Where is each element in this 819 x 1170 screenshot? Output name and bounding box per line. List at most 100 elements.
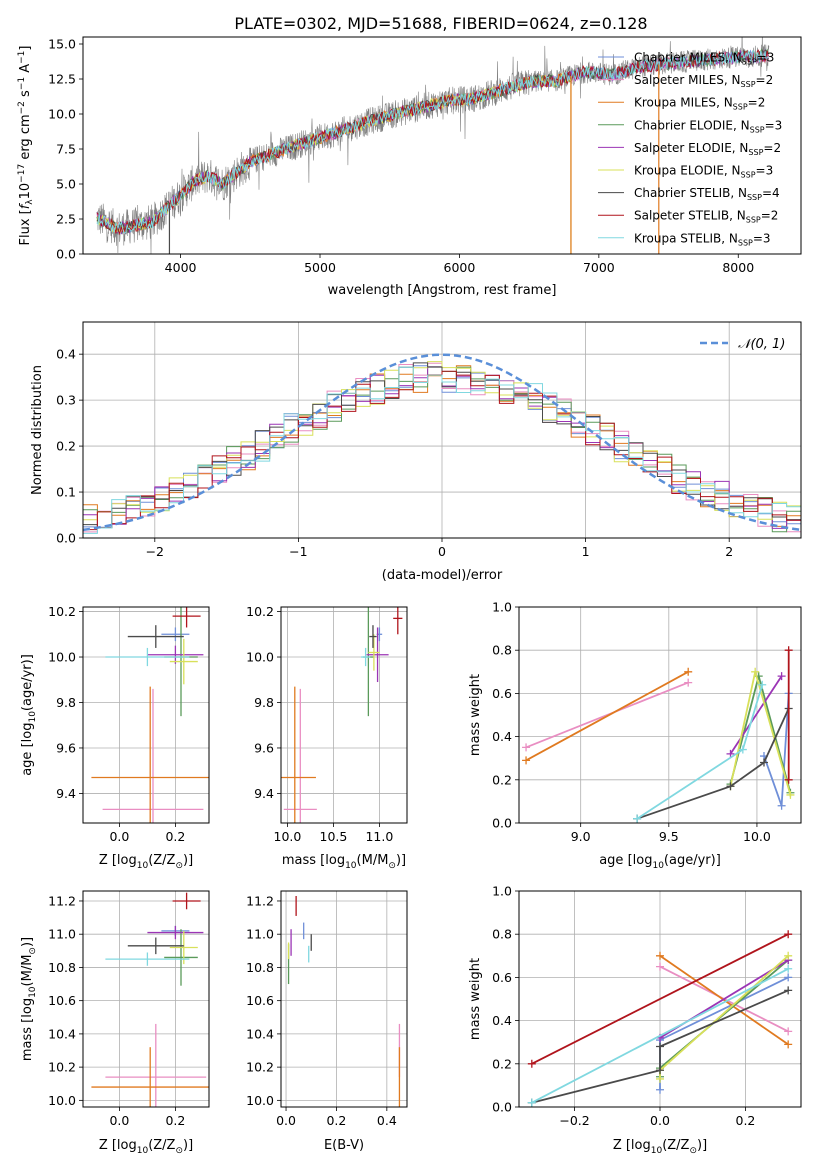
y-tick-label: 9.6 xyxy=(56,740,76,755)
series-marker xyxy=(784,775,793,784)
series-marker xyxy=(784,951,793,960)
series-5 xyxy=(656,951,793,1083)
data-point-8 xyxy=(105,952,190,966)
label-part: (M/M xyxy=(357,853,389,868)
x-tick-label: 0.4 xyxy=(377,1113,397,1128)
y-tick-label: 0.8 xyxy=(492,643,512,658)
x-tick-label: 0 xyxy=(438,544,446,559)
legend-sub: SSP xyxy=(746,216,761,225)
series-marker xyxy=(777,672,786,681)
legend: 𝒩(0, 1) xyxy=(700,337,785,352)
series-marker xyxy=(751,667,760,676)
label-part: )] xyxy=(697,1138,707,1153)
legend-nssp: 2 xyxy=(766,73,774,87)
legend-entry: Salpeter MILES, NSSP=2 xyxy=(634,73,773,89)
label-part: (age/yr)] xyxy=(20,654,35,711)
x-axis-label: age [log10(age/yr)] xyxy=(599,853,721,871)
x-tick-label: 0.2 xyxy=(165,1113,185,1128)
label-part: mass [log xyxy=(282,853,345,868)
data-point-8 xyxy=(105,647,190,667)
x-tick-label: −1 xyxy=(289,544,307,559)
x-tick-label: 1 xyxy=(582,544,590,559)
series-marker xyxy=(656,1085,664,1094)
x-axis-label: (data-model)/error xyxy=(382,568,503,583)
gaussian-curve xyxy=(83,353,801,532)
data-point-4 xyxy=(147,645,204,664)
y-tick-label: 0.6 xyxy=(492,970,512,985)
legend-sep: , N xyxy=(724,164,741,178)
legend-entry: Chabrier ELODIE, NSSP=3 xyxy=(634,118,782,134)
y-tick-label: 11.2 xyxy=(48,893,76,908)
data-point-2 xyxy=(281,686,316,823)
legend-name: Salpeter STELIB xyxy=(634,209,729,223)
y-tick-label: 10.4 xyxy=(48,1026,76,1041)
y-tick-label: 9.4 xyxy=(56,786,76,801)
series-line xyxy=(531,968,789,1104)
series-marker xyxy=(527,1059,536,1068)
legend-eq: = xyxy=(748,96,758,110)
legend-eq: = xyxy=(761,209,771,223)
label-part: (M/M xyxy=(20,955,35,987)
legend-nssp: 3 xyxy=(775,118,783,132)
label-part: 10 xyxy=(28,711,38,723)
y-tick-label: 0.2 xyxy=(492,1056,512,1071)
y-tick-label: 0.2 xyxy=(492,772,512,787)
label-part: 10 xyxy=(345,861,357,871)
x-tick-label: 5000 xyxy=(304,260,336,275)
legend-entry: 𝒩(0, 1) xyxy=(738,337,785,352)
legend-eq: = xyxy=(763,141,773,155)
series-marker xyxy=(784,964,793,973)
series-8 xyxy=(527,964,793,1107)
y-axis-label: Normed distribution xyxy=(30,365,45,495)
data-point-7 xyxy=(393,607,403,635)
y-tick-label: 10.0 xyxy=(48,650,76,665)
data-point-4 xyxy=(366,627,389,683)
legend-eq: = xyxy=(757,51,767,65)
y-tick-label: 0.1 xyxy=(56,485,76,500)
y-tick-label: 15.0 xyxy=(48,37,76,52)
series-marker xyxy=(726,749,735,758)
y-tick-label: 10.0 xyxy=(48,1093,76,1108)
label-part: 10 xyxy=(18,183,33,200)
label-part: )] xyxy=(183,1138,193,1153)
y-tick-label: 7.5 xyxy=(56,142,76,157)
y-tick-label: 9.8 xyxy=(254,695,274,710)
axes-frame xyxy=(280,890,408,1108)
chart-mass-vs-Z: 0.0 0.2 10.0 10.2 10.4 10.6 10.8 11.0 11.2 Z [log… xyxy=(20,890,210,1156)
x-tick-label: 0.0 xyxy=(109,829,129,844)
series-2 xyxy=(656,951,793,1049)
series-marker xyxy=(759,758,768,767)
data-point-4 xyxy=(147,925,204,940)
x-tick-label: 0.0 xyxy=(650,1113,670,1128)
legend-sub: SSP xyxy=(748,148,763,157)
y-tick-label: 10.6 xyxy=(246,993,274,1008)
x-axis-label: E(B-V) xyxy=(324,1138,364,1153)
series-marker xyxy=(656,951,664,960)
chart-age-vs-Z: 0.0 0.29.49.69.810.010.2Z [log10(Z/Z⊙)]ag… xyxy=(20,604,210,871)
label-part: ⊙ xyxy=(689,1146,697,1156)
legend-entry: Kroupa MILES, NSSP=2 xyxy=(634,96,765,112)
series-line xyxy=(525,681,689,749)
series-marker xyxy=(633,814,642,823)
legend-nssp: 2 xyxy=(771,209,779,223)
x-tick-label: 10.5 xyxy=(320,829,348,844)
data-point-6 xyxy=(127,625,184,648)
plot-area xyxy=(96,37,770,254)
x-tick-label: 10.0 xyxy=(743,829,771,844)
legend-sub: SSP xyxy=(733,103,748,112)
label-part: Z [log xyxy=(99,853,137,868)
spectrum-model-8 xyxy=(96,50,769,234)
y-tick-label: 10.8 xyxy=(48,960,76,975)
series-line xyxy=(531,989,789,1104)
label-part: )] xyxy=(183,853,193,868)
y-axis-label: mass [log10(M/M⊙)] xyxy=(20,937,38,1061)
legend-name: Chabrier MILES xyxy=(634,51,725,65)
series-marker xyxy=(784,1027,793,1036)
axes-frame xyxy=(82,890,210,1108)
x-tick-label: 11.0 xyxy=(365,829,393,844)
y-tick-label: 0.0 xyxy=(56,247,76,262)
legend-name: Chabrier ELODIE xyxy=(634,118,733,132)
chart-residuals: −2 −1 0 1 2 0.0 0.1 0.2 0.3 0.4 (data-model)/error… xyxy=(30,321,802,583)
legend-sub: SSP xyxy=(750,125,765,134)
